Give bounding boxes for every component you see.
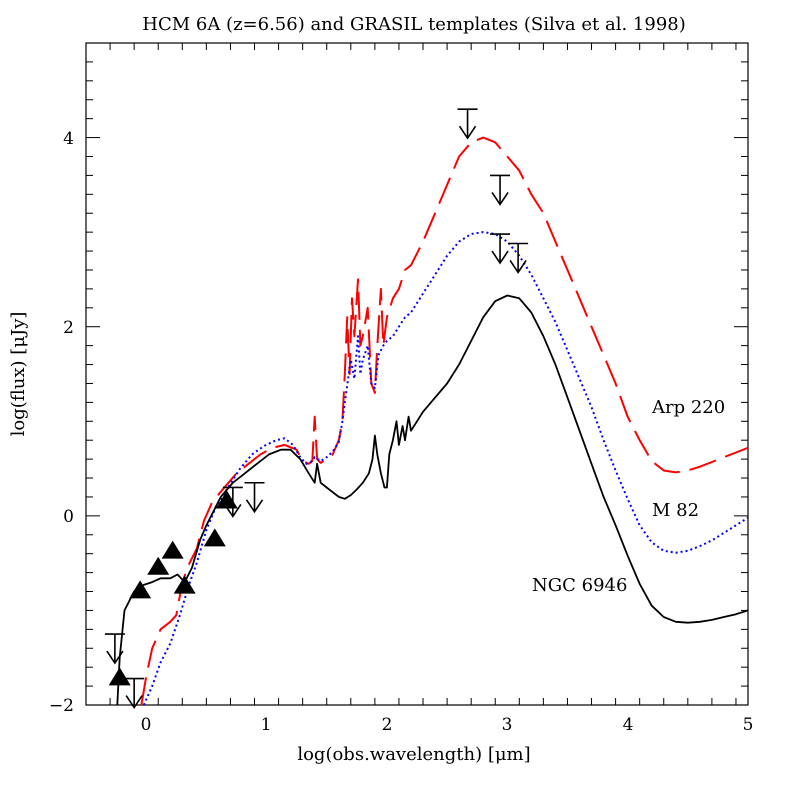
x-tick-label: 2 xyxy=(382,715,393,735)
upper-limit-arrow xyxy=(490,174,511,206)
axis-ticks xyxy=(85,42,748,706)
x-tick-label: 3 xyxy=(502,715,513,735)
upper-limit-head xyxy=(458,125,477,140)
x-tick-label: 0 xyxy=(141,715,152,735)
series-label-ngc6946: NGC 6946 xyxy=(532,575,627,596)
upper-limit-arrow xyxy=(508,242,529,274)
upper-limit-head xyxy=(245,499,264,514)
chart-title: HCM 6A (z=6.56) and GRASIL templates (Si… xyxy=(142,14,686,35)
detection-triangle xyxy=(147,556,170,575)
y-tick-label: 4 xyxy=(63,129,74,149)
series-label-arp220: Arp 220 xyxy=(651,397,725,418)
series-label-m82: M 82 xyxy=(652,500,699,521)
x-tick-labels: 0 1 2 3 4 5 xyxy=(141,715,754,735)
y-tick-label: −2 xyxy=(49,696,74,716)
detection-triangle xyxy=(161,540,184,559)
series-line-m82 xyxy=(142,231,748,705)
detection-triangle xyxy=(129,580,152,599)
upper-limit-arrow xyxy=(124,677,145,709)
y-axis-label: log(flux) [μJy] xyxy=(8,312,29,437)
x-tick-label: 4 xyxy=(623,715,634,735)
detection-triangle xyxy=(173,575,196,594)
upper-limit-head xyxy=(491,191,509,206)
upper-limit-head xyxy=(509,260,527,274)
plot-frame xyxy=(85,42,749,706)
upper-limit-head xyxy=(106,650,124,665)
marker-layer xyxy=(104,108,529,709)
upper-limit-head xyxy=(224,504,242,518)
upper-limit-head xyxy=(491,250,509,265)
series-line-arp220 xyxy=(140,136,748,705)
upper-limit-arrow xyxy=(244,481,265,514)
x-tick-label: 5 xyxy=(743,715,754,735)
x-tick-label: 1 xyxy=(261,715,272,735)
y-tick-labels: −2 0 2 4 xyxy=(49,129,74,716)
series-line-ngc6946 xyxy=(116,294,748,705)
upper-limit-arrow xyxy=(222,486,243,518)
upper-limit-arrow xyxy=(104,633,125,665)
upper-limit-arrow xyxy=(457,108,478,140)
detection-triangle xyxy=(203,528,226,547)
series-layer xyxy=(116,136,748,705)
x-axis-label: log(obs.wavelength) [μm] xyxy=(297,744,530,765)
y-tick-label: 2 xyxy=(63,318,74,338)
y-tick-label: 0 xyxy=(63,507,74,527)
upper-limit-head xyxy=(125,695,143,709)
detection-triangle xyxy=(108,667,131,686)
upper-limit-arrow xyxy=(490,233,511,265)
